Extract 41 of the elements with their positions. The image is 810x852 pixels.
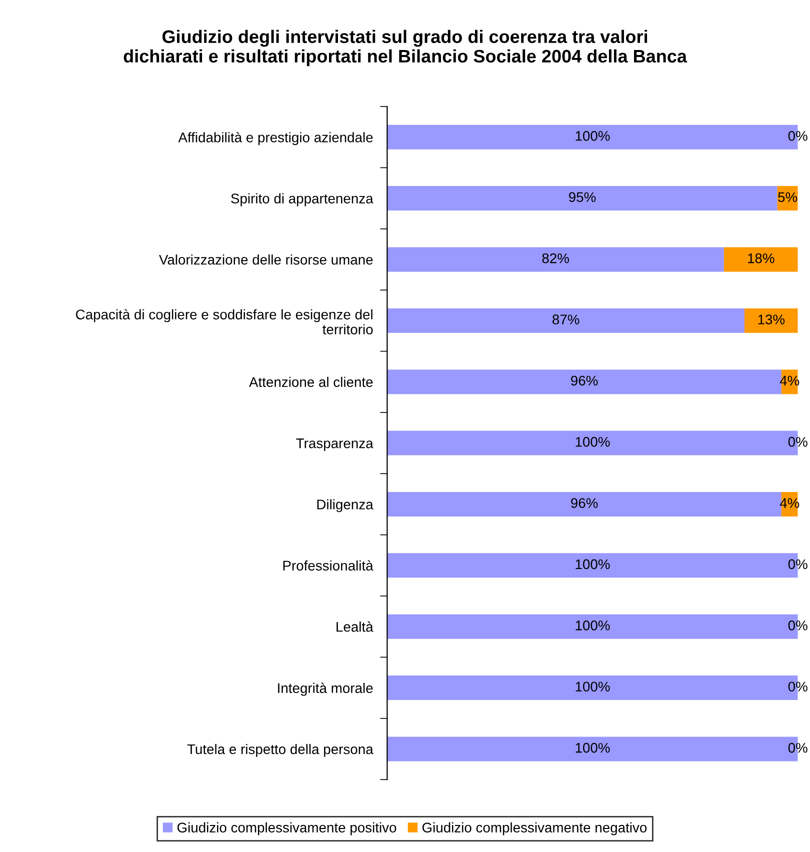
data-label: 0%	[788, 559, 808, 570]
data-label: 0%	[788, 436, 808, 447]
y-tick-label: Capacità di cogliere e soddisfare le esigenze del territorio	[76, 309, 373, 334]
data-label: 0%	[788, 130, 808, 141]
data-label: 0%	[788, 682, 808, 692]
y-tick-label: Affidabilità e prestigio aziendale	[178, 132, 373, 146]
bar	[387, 308, 744, 333]
bar	[387, 186, 778, 211]
y-tick-label: Tutela e rispetto della persona	[187, 744, 374, 757]
y-tick-label: Attenzione al cliente	[249, 376, 373, 388]
y-tick-label: Diligenza	[317, 499, 374, 512]
bar	[387, 370, 782, 394]
bar	[387, 247, 724, 272]
data-label: 100%	[576, 559, 610, 570]
data-label: 96%	[571, 376, 598, 386]
data-label: 96%	[571, 498, 598, 508]
legend-label: Giudizio complessivamente positivo	[177, 822, 396, 836]
y-tick-label: Trasparenza	[296, 438, 374, 451]
bar	[387, 492, 782, 516]
data-label: 100%	[576, 742, 610, 753]
data-label: 0%	[788, 742, 808, 753]
data-label: 13%	[758, 314, 785, 324]
data-label: 95%	[569, 192, 596, 202]
y-tick-label: Lealtà	[336, 621, 374, 632]
data-label: 82%	[542, 253, 569, 264]
data-label: 100%	[576, 620, 610, 630]
y-tick-label: Spirito di appartenenza	[231, 193, 374, 206]
data-label: 0%	[788, 620, 808, 630]
data-label: 5%	[778, 192, 798, 202]
data-label: 100%	[576, 436, 610, 447]
data-label: 18%	[748, 253, 774, 264]
chart-title: Giudizio degli intervistati sul grado di coerenza tra valori dichiarati e risultati riportati nel Bilancio Sociale 2004 della Banca	[124, 30, 688, 66]
legend-label: Giudizio complessivamente negativo	[422, 822, 647, 836]
data-label: 100%	[576, 682, 610, 692]
y-tick-label: Valorizzazione delle risorse umane	[159, 254, 373, 265]
data-label: 100%	[576, 130, 610, 141]
y-tick-label: Integrità morale	[278, 682, 373, 696]
data-label: 87%	[552, 314, 580, 324]
bar	[744, 308, 798, 333]
y-tick-label: Professionalità	[283, 560, 374, 571]
bar	[724, 247, 798, 272]
